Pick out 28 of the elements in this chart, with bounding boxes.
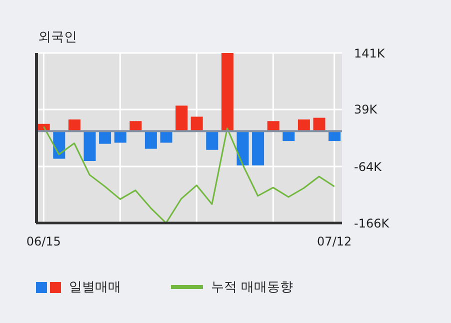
bar (68, 119, 80, 132)
bar (84, 131, 96, 161)
bar (267, 121, 280, 132)
y-tick-label: -166K (354, 216, 390, 230)
bar (221, 53, 234, 132)
x-tick-label: 07/12 (317, 234, 352, 249)
legend-label: 일별매매 (69, 279, 121, 296)
bar (282, 131, 295, 142)
chart-title: 외국인 (38, 29, 77, 46)
x-tick-label: 06/15 (26, 234, 61, 249)
line-series (42, 126, 336, 223)
bar (130, 121, 142, 132)
bar (99, 131, 112, 144)
bar (328, 131, 341, 142)
bar (144, 131, 157, 149)
y-tick-label: -64K (354, 160, 383, 174)
bar (160, 131, 172, 143)
bar (190, 116, 203, 132)
bar (206, 131, 218, 150)
bar (114, 131, 126, 143)
bar (313, 118, 326, 132)
legend-label: 누적 매매동향 (211, 279, 294, 296)
y-tick-label: 141K (354, 46, 386, 60)
bar (298, 119, 310, 132)
bar (252, 131, 264, 166)
bar (236, 131, 249, 166)
y-tick-label: 39K (354, 102, 378, 117)
bar (176, 106, 188, 132)
